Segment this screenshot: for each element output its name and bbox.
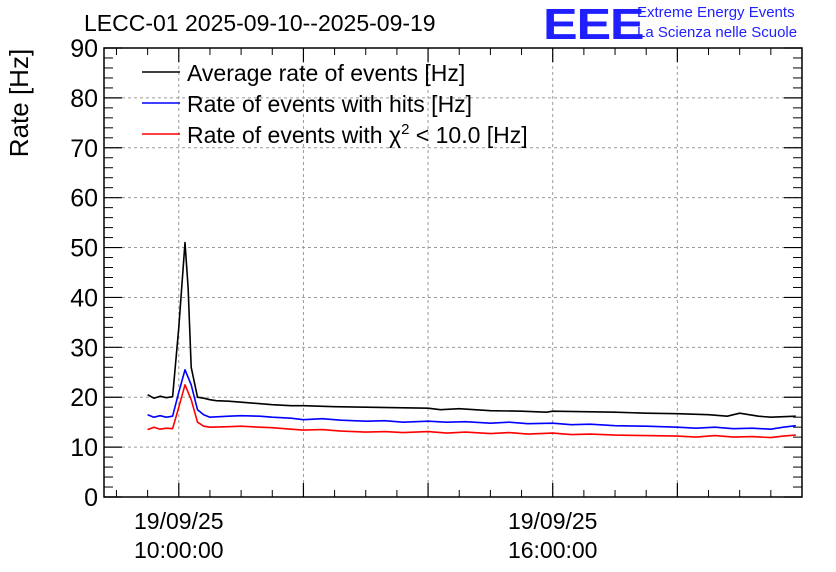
- y-tick-label: 40: [70, 284, 98, 312]
- y-tick-label: 70: [70, 135, 98, 163]
- legend: Average rate of events [Hz] Rate of event…: [142, 60, 528, 148]
- legend-label-2: Rate of events with hits [Hz]: [187, 91, 472, 117]
- series-group: [148, 243, 796, 438]
- series-line-1: [148, 243, 796, 418]
- y-tick-label: 90: [70, 35, 98, 63]
- legend-label-1: Average rate of events [Hz]: [187, 60, 465, 86]
- y-tick-label: 60: [70, 185, 98, 213]
- y-tick-label: 20: [70, 384, 98, 412]
- y-tick-label: 30: [70, 334, 98, 362]
- x-tick-label-date: 19/09/25: [508, 508, 598, 534]
- x-tick-label-time: 16:00:00: [508, 537, 598, 563]
- series-line-3: [148, 385, 796, 438]
- series-line-2: [148, 370, 796, 429]
- y-tick-label: 10: [70, 434, 98, 462]
- legend-label-3: Rate of events with χ2 < 10.0 [Hz]: [187, 121, 528, 148]
- x-tick-label-time: 10:00:00: [134, 537, 224, 563]
- y-tick-label: 80: [70, 85, 98, 113]
- y-tick-label: 0: [84, 484, 98, 512]
- y-axis-label: Rate [Hz]: [4, 49, 34, 157]
- chart-svg: 0 10 20 30 40 50 60 70 80 90 19/09/25 10:00:00 19/09…: [0, 0, 836, 572]
- y-tick-label: 50: [70, 235, 98, 263]
- x-tick-label-date: 19/09/25: [134, 508, 224, 534]
